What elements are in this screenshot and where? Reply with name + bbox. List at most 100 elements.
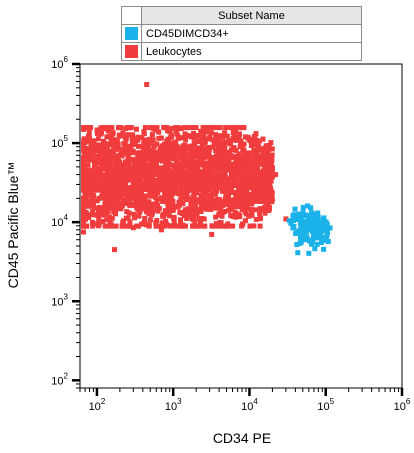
leukocytes-point: [192, 206, 198, 212]
leukocytes-point: [136, 176, 142, 182]
leukocytes-point: [218, 220, 224, 226]
leukocytes-point: [149, 132, 155, 138]
leukocytes-point: [98, 171, 104, 176]
leukocytes-point: [126, 223, 132, 229]
leukocytes-point: [237, 213, 243, 219]
leukocytes-point: [191, 140, 197, 146]
leukocytes-point: [228, 147, 234, 153]
cd45dimcd34-point: [292, 206, 298, 212]
leukocytes-point: [158, 227, 164, 233]
leukocytes-point: [264, 202, 270, 208]
leukocytes-point: [176, 191, 182, 197]
leukocytes-point: [112, 170, 118, 176]
leukocytes-point: [119, 223, 125, 229]
leukocytes-point: [201, 177, 207, 183]
leukocytes-point: [136, 194, 142, 200]
leukocytes-point: [143, 164, 148, 170]
leukocytes-point: [248, 200, 253, 206]
leukocytes-point: [153, 195, 159, 200]
leukocytes-point: [238, 173, 244, 179]
leukocytes-point: [237, 163, 243, 169]
leukocytes-point: [205, 166, 211, 172]
leukocytes-point: [245, 167, 251, 173]
leukocytes-point: [211, 199, 217, 205]
leukocytes-point: [100, 142, 106, 148]
leukocytes-point: [98, 143, 103, 149]
leukocytes-point: [177, 217, 183, 223]
leukocytes-point: [85, 133, 91, 139]
leukocytes-point: [146, 167, 152, 172]
cd45dimcd34-point: [295, 250, 301, 256]
leukocytes-point: [144, 137, 150, 143]
leukocytes-point: [90, 219, 95, 225]
leukocytes-point: [119, 153, 125, 159]
cd45dimcd34-point: [294, 242, 300, 248]
leukocytes-point: [257, 211, 263, 217]
leukocytes-point: [87, 157, 93, 163]
leukocytes-point: [205, 160, 211, 166]
leukocytes-point: [121, 140, 127, 146]
leukocytes-point: [249, 181, 255, 187]
leukocytes-point: [202, 223, 208, 229]
leukocytes-point: [141, 129, 147, 135]
leukocytes-point: [153, 166, 159, 171]
leukocytes-point: [227, 197, 233, 203]
leukocytes-point: [196, 138, 202, 144]
leukocytes-point: [129, 202, 135, 207]
leukocytes-point: [198, 220, 203, 226]
leukocytes-point: [228, 141, 233, 147]
leukocytes-point: [113, 184, 119, 190]
leukocytes-point: [182, 207, 188, 213]
leukocytes-point: [167, 203, 173, 208]
leukocytes-point: [224, 151, 230, 157]
y-axis-title: CD45 Pacific Blue™: [5, 162, 21, 289]
leukocytes-point: [222, 130, 228, 136]
leukocytes-point: [178, 126, 184, 132]
leukocytes-point: [202, 205, 208, 210]
leukocytes-point: [124, 125, 130, 131]
leukocytes-point: [85, 181, 91, 186]
leukocytes-point: [206, 150, 212, 156]
leukocytes-point: [216, 204, 222, 210]
leukocytes-point: [138, 203, 143, 209]
legend: Subset Name CD45DIMCD34+ Leukocytes: [121, 6, 362, 61]
leukocytes-point: [154, 218, 160, 223]
legend-swatch-leukocytes: [125, 45, 138, 58]
leukocytes-point: [98, 208, 104, 214]
leukocytes-point: [223, 140, 229, 146]
leukocytes-point: [95, 136, 101, 142]
leukocytes-point: [167, 129, 173, 135]
leukocytes-point: [200, 201, 205, 207]
leukocytes-point: [156, 135, 162, 141]
leukocytes-point: [194, 190, 200, 196]
leukocytes-point: [220, 146, 226, 151]
leukocytes-point: [269, 194, 275, 200]
leukocytes-point: [179, 148, 185, 154]
cd45dimcd34-point: [291, 214, 297, 220]
leukocytes-point: [253, 207, 258, 213]
leukocytes-point: [253, 172, 259, 178]
leukocytes-point: [199, 145, 205, 151]
leukocytes-point: [90, 201, 96, 207]
leukocytes-point: [221, 183, 227, 189]
leukocytes-point: [110, 177, 116, 183]
leukocytes-point: [234, 156, 240, 162]
leukocytes-point: [118, 132, 124, 138]
leukocytes-point: [84, 137, 89, 143]
leukocytes-point: [238, 139, 244, 145]
leukocytes-point: [91, 179, 97, 185]
leukocytes-point: [140, 186, 146, 192]
leukocytes-point: [164, 167, 170, 173]
leukocytes-point: [261, 196, 267, 202]
cd45dimcd34-point: [323, 237, 329, 243]
leukocytes-point: [101, 163, 107, 169]
leukocytes-point: [225, 221, 231, 227]
leukocytes-point: [264, 185, 270, 191]
leukocytes-point: [81, 223, 86, 229]
leukocytes-point: [136, 213, 142, 219]
leukocytes-point: [211, 160, 217, 166]
leukocytes-point: [217, 174, 223, 180]
leukocytes-point: [199, 216, 205, 221]
leukocytes-point: [170, 152, 176, 158]
leukocytes-point: [183, 137, 189, 143]
